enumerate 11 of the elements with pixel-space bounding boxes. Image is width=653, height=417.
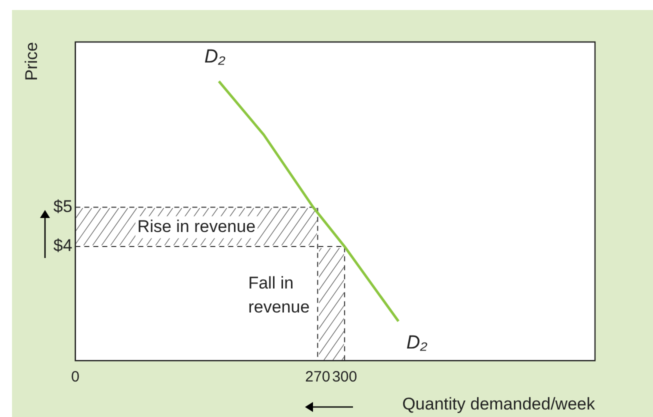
y-axis-title: Price <box>22 42 41 81</box>
y-tick-label: $5 <box>53 196 72 216</box>
annotation: D₂ <box>406 332 428 354</box>
annotation: Fall in revenue <box>248 273 310 316</box>
annotation: Rise in revenue <box>137 216 256 236</box>
x-tick-label: 270 <box>305 368 330 386</box>
y-tick-label: $4 <box>53 236 72 256</box>
x-tick-label: 0 <box>71 368 80 386</box>
x-axis-title: Quantity demanded/week <box>402 394 596 414</box>
x-tick-label: 300 <box>332 368 358 386</box>
annotation: D₂ <box>204 46 226 68</box>
